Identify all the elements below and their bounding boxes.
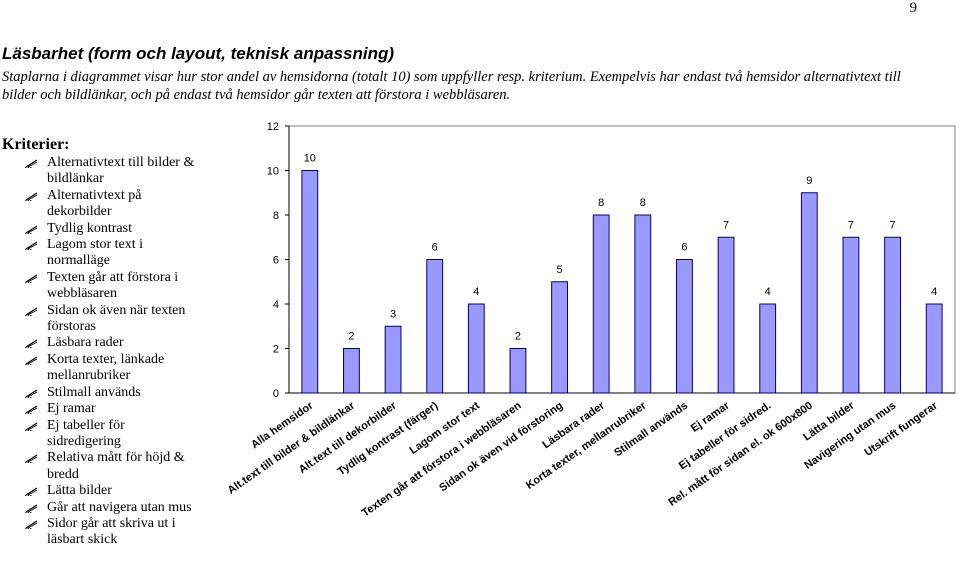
criteria-item: Alternativtext på dekorbilder	[0, 188, 200, 221]
pen-bullet-icon	[25, 274, 38, 283]
criteria-item-label: Alternativtext på dekorbilder	[47, 187, 142, 220]
pen-bullet-icon	[25, 454, 38, 464]
data-label: 2	[515, 331, 521, 343]
criteria-item: Stilmall används	[0, 385, 200, 401]
criteria-item: Alternativtext till bilder & bildlänkar	[0, 155, 200, 188]
pen-bullet-icon	[25, 192, 38, 201]
pen-bullet-icon	[25, 225, 38, 234]
criteria-item-label: Stilmall används	[47, 384, 141, 400]
criteria-item: Korta texter, länkade mellanrubriker	[0, 352, 200, 385]
criteria-item: Sidan ok även när texten förstoras	[0, 303, 200, 336]
criteria-item-label: Läsbara rader	[47, 335, 124, 351]
bar	[551, 281, 568, 394]
data-label: 6	[432, 242, 438, 254]
data-label: 8	[598, 197, 604, 209]
data-label: 7	[848, 219, 854, 231]
bar	[676, 259, 693, 394]
criteria-item: Texten går att förstora i webbläsaren	[0, 270, 200, 303]
criteria-item-label: Lagom stor text i normalläge	[47, 237, 144, 269]
pen-bullet-icon	[25, 405, 38, 414]
data-label: 7	[890, 219, 896, 231]
criteria-item-label: Sidan ok även när texten förstoras	[47, 302, 186, 335]
intro-paragraph: Staplarna i diagrammet visar hur stor an…	[2, 69, 901, 103]
criteria-item: Lätta bilder	[0, 483, 200, 499]
criteria-item-label: Ej tabeller för sidredigering	[47, 417, 125, 449]
data-label: 4	[765, 286, 771, 298]
criteria-item: Lagom stor text i normalläge	[0, 237, 200, 270]
pen-bullet-icon	[25, 389, 38, 398]
pen-bullet-icon	[25, 159, 38, 168]
y-tick-label: 4	[273, 299, 279, 311]
criteria-item-label: Går att navigera utan mus	[47, 499, 192, 515]
bar	[509, 348, 527, 394]
bar	[759, 303, 777, 394]
pen-bullet-icon	[25, 356, 38, 365]
criteria-item-label: Texten går att förstora i webbläsaren	[47, 269, 179, 302]
bar	[717, 236, 735, 394]
criteria-list: Alternativtext till bilder & bildlänkar A…	[0, 155, 200, 549]
bar	[634, 214, 652, 394]
pen-bullet-icon	[25, 504, 38, 513]
data-label: 10	[304, 153, 316, 165]
y-tick-label: 6	[273, 255, 279, 267]
x-tick-label: Lagom stor text	[408, 399, 483, 456]
y-tick-label: 2	[273, 344, 279, 356]
data-label: 5	[557, 264, 563, 276]
pen-bullet-icon	[25, 241, 38, 250]
pen-bullet-icon	[25, 520, 38, 529]
data-label: 6	[681, 242, 687, 254]
criteria-item-label: Relativa mått för höjd & bredd	[47, 450, 185, 482]
criteria-item-label: Lätta bilder	[47, 483, 112, 499]
y-tick-label: 8	[273, 210, 279, 222]
bar	[384, 325, 402, 394]
y-tick-label: 0	[273, 388, 279, 400]
bar	[426, 259, 444, 394]
data-label: 9	[806, 175, 812, 187]
bar	[800, 192, 818, 394]
criteria-item-label: Tydlig kontrast	[47, 220, 132, 236]
criteria-item: Ej ramar	[0, 401, 200, 417]
y-tick-label: 10	[267, 166, 279, 178]
criteria-title: Kriterier:	[2, 136, 70, 153]
bar	[467, 303, 485, 394]
pen-bullet-icon	[25, 307, 38, 316]
data-label: 7	[723, 219, 729, 231]
criteria-item-label: Korta texter, länkade mellanrubriker	[47, 351, 165, 384]
criteria-item: Ej tabeller för sidredigering	[0, 418, 200, 451]
criteria-item: Sidor går att skriva ut i läsbart skick	[0, 516, 200, 549]
y-tick-label: 12	[267, 121, 279, 133]
data-label: 8	[640, 197, 646, 209]
page-number: 9	[909, 0, 918, 16]
data-label: 4	[473, 286, 479, 298]
pen-bullet-icon	[25, 421, 38, 431]
bar	[301, 170, 319, 394]
criteria-item: Relativa mått för höjd & bredd	[0, 450, 200, 483]
bar	[842, 236, 860, 394]
bar	[592, 214, 610, 394]
bar	[884, 236, 901, 394]
criteria-item-label: Alternativtext till bilder & bildlänkar	[47, 155, 195, 187]
bar	[925, 303, 943, 394]
criteria-item: Tydlig kontrast	[0, 221, 200, 237]
criteria-item: Går att navigera utan mus	[0, 500, 200, 516]
pen-bullet-icon	[25, 487, 38, 497]
criteria-item: Läsbara rader	[0, 335, 200, 351]
data-label: 4	[931, 286, 937, 298]
data-label: 2	[348, 331, 354, 343]
criteria-item-label: Ej ramar	[47, 401, 96, 417]
criteria-item-label: Sidor går att skriva ut i läsbart skick	[47, 515, 176, 548]
section-heading: Läsbarhet (form och layout, teknisk anpa…	[2, 44, 395, 63]
x-tick-label: Utskrift fungerar	[862, 399, 940, 459]
x-tick-label: Stilmall används	[612, 400, 690, 460]
pen-bullet-icon	[25, 339, 38, 349]
bar	[343, 348, 360, 394]
data-label: 3	[390, 308, 396, 320]
